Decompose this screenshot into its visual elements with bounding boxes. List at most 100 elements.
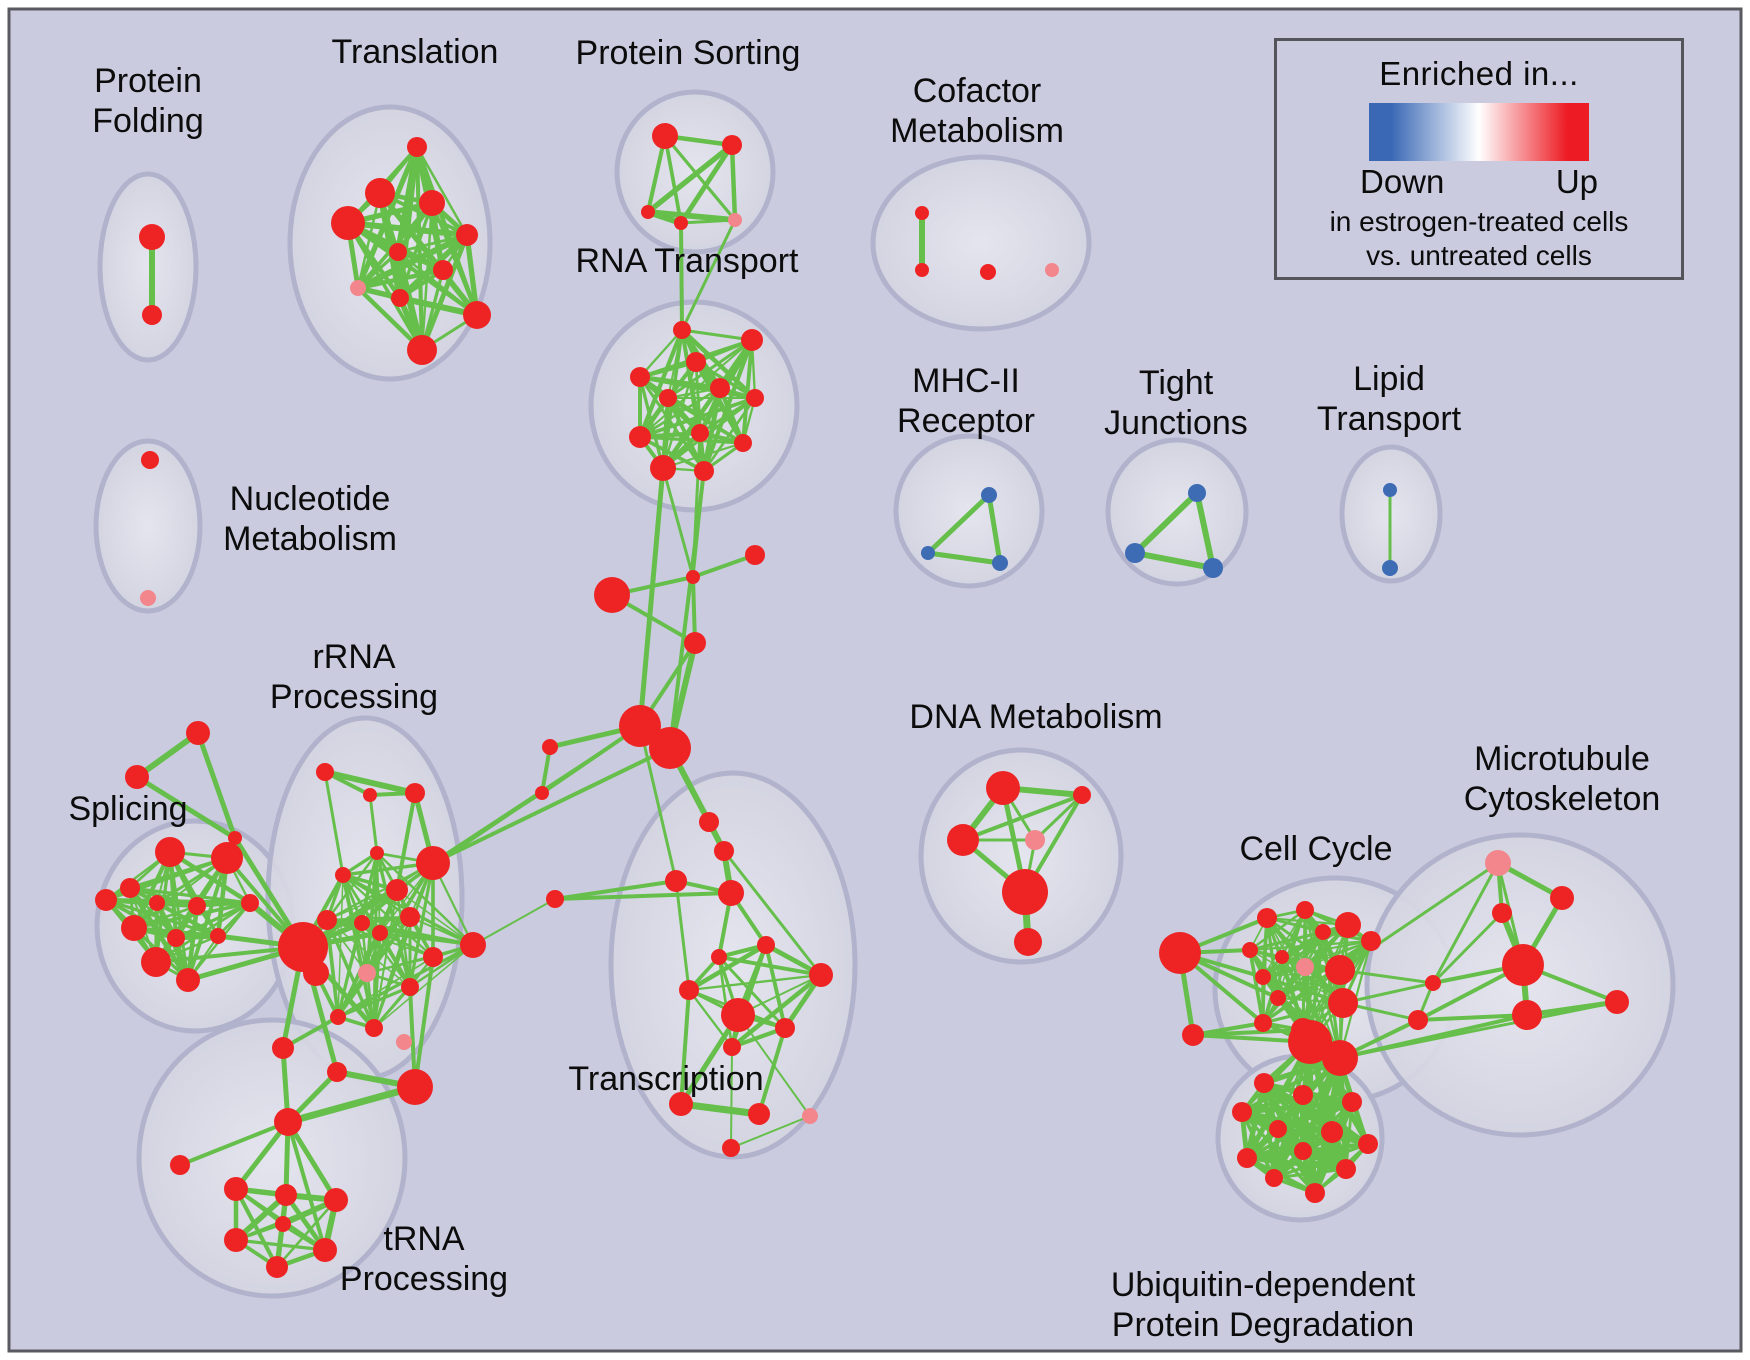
network-node-tc4[interactable] (718, 880, 744, 906)
network-node-cc13[interactable] (1325, 955, 1355, 985)
network-node-b3[interactable] (397, 1069, 433, 1105)
network-node-u0a[interactable] (1288, 1020, 1332, 1064)
network-node-tj3[interactable] (1203, 558, 1223, 578)
network-node-g17[interactable] (396, 1034, 412, 1050)
network-node-mc2[interactable] (1550, 886, 1574, 910)
network-node-tr1[interactable] (224, 1177, 248, 1201)
network-node-cc15[interactable] (1254, 1014, 1272, 1032)
network-node-g3[interactable] (405, 783, 425, 803)
network-node-s1[interactable] (155, 837, 185, 867)
network-node-cc4[interactable] (1296, 901, 1314, 919)
network-node-m2[interactable] (921, 546, 935, 560)
network-node-u0b[interactable] (1322, 1040, 1358, 1076)
network-node-mc3[interactable] (1492, 903, 1512, 923)
network-node-u12[interactable] (1305, 1183, 1325, 1203)
network-node-g19[interactable] (272, 1037, 294, 1059)
network-node-t2[interactable] (365, 178, 395, 208)
network-node-h2[interactable] (303, 960, 329, 986)
network-node-ts4[interactable] (679, 980, 699, 1000)
network-node-cc6[interactable] (1335, 912, 1361, 938)
network-node-g2[interactable] (363, 788, 377, 802)
network-node-d5[interactable] (1002, 869, 1048, 915)
network-node-a4[interactable] (684, 632, 706, 654)
network-node-g15[interactable] (330, 1009, 346, 1025)
network-node-s9[interactable] (167, 929, 185, 947)
network-node-t1[interactable] (407, 137, 427, 157)
network-node-pf1[interactable] (139, 224, 165, 250)
network-node-ts5[interactable] (721, 998, 755, 1032)
network-node-n1[interactable] (141, 451, 159, 469)
network-node-r12[interactable] (734, 434, 752, 452)
network-node-n2[interactable] (140, 590, 156, 606)
network-node-s8[interactable] (121, 915, 147, 941)
network-node-e2[interactable] (649, 727, 691, 769)
network-node-s12[interactable] (176, 968, 200, 992)
network-node-s7[interactable] (241, 894, 259, 912)
network-node-g6[interactable] (386, 879, 408, 901)
network-node-s2[interactable] (211, 842, 243, 874)
network-node-mc8[interactable] (1605, 990, 1629, 1014)
network-node-g9[interactable] (354, 915, 370, 931)
network-node-l2[interactable] (1382, 560, 1398, 576)
network-node-h1[interactable] (278, 922, 328, 972)
network-node-r11[interactable] (694, 461, 714, 481)
network-node-cf2[interactable] (915, 263, 929, 277)
network-node-cc11[interactable] (1255, 969, 1271, 985)
network-node-b2[interactable] (327, 1062, 347, 1082)
network-node-mc1[interactable] (1485, 850, 1511, 876)
network-node-mc7[interactable] (1512, 1000, 1542, 1030)
network-node-ts2[interactable] (757, 936, 775, 954)
network-node-r5[interactable] (659, 389, 677, 407)
network-node-tb1[interactable] (669, 1092, 693, 1116)
network-node-a1[interactable] (686, 570, 700, 584)
network-node-tc1[interactable] (699, 812, 719, 832)
network-node-d1[interactable] (986, 771, 1020, 805)
network-node-r10[interactable] (650, 455, 676, 481)
network-node-cc7[interactable] (1361, 931, 1381, 951)
network-node-r2[interactable] (741, 329, 763, 351)
network-node-r9[interactable] (691, 424, 709, 442)
network-node-r1[interactable] (673, 321, 691, 339)
network-node-s3[interactable] (120, 878, 140, 898)
network-node-r7[interactable] (746, 389, 764, 407)
network-node-g11[interactable] (372, 925, 388, 941)
network-node-tj2[interactable] (1125, 543, 1145, 563)
network-node-t6[interactable] (389, 243, 407, 261)
network-node-ps3[interactable] (641, 205, 655, 219)
network-node-s6[interactable] (188, 897, 206, 915)
network-node-u4[interactable] (1232, 1102, 1252, 1122)
network-node-ps5[interactable] (728, 213, 742, 227)
network-node-u2[interactable] (1293, 1085, 1313, 1105)
network-node-g4[interactable] (370, 846, 384, 860)
network-node-d4[interactable] (1025, 830, 1045, 850)
network-node-u1[interactable] (1254, 1073, 1274, 1093)
network-node-d3[interactable] (1073, 786, 1091, 804)
network-node-cc14[interactable] (1328, 988, 1358, 1018)
network-node-u5[interactable] (1269, 1120, 1287, 1138)
network-node-s10[interactable] (210, 928, 226, 944)
network-node-t4[interactable] (331, 206, 365, 240)
network-node-m3[interactable] (992, 555, 1008, 571)
network-node-cc2[interactable] (1182, 1024, 1204, 1046)
network-node-cf3[interactable] (980, 264, 996, 280)
network-node-cf4[interactable] (1045, 263, 1059, 277)
network-node-u10[interactable] (1336, 1159, 1356, 1179)
network-node-tb2[interactable] (748, 1103, 770, 1125)
network-node-d2[interactable] (947, 824, 979, 856)
network-node-tc0[interactable] (546, 890, 564, 908)
network-node-s4[interactable] (95, 889, 117, 911)
network-node-g7[interactable] (416, 846, 450, 880)
network-node-cf1[interactable] (915, 206, 929, 220)
network-node-x3[interactable] (228, 831, 242, 845)
network-node-r6[interactable] (710, 378, 730, 398)
network-node-t9[interactable] (391, 289, 409, 307)
network-node-r8[interactable] (629, 426, 651, 448)
network-node-tr6[interactable] (313, 1238, 337, 1262)
network-node-tc2[interactable] (714, 841, 734, 861)
network-node-cc1[interactable] (1159, 932, 1201, 974)
network-node-tr2[interactable] (275, 1184, 297, 1206)
network-node-g13[interactable] (358, 964, 376, 982)
network-node-a2[interactable] (745, 545, 765, 565)
network-node-d6[interactable] (1014, 928, 1042, 956)
network-node-s11[interactable] (141, 947, 171, 977)
